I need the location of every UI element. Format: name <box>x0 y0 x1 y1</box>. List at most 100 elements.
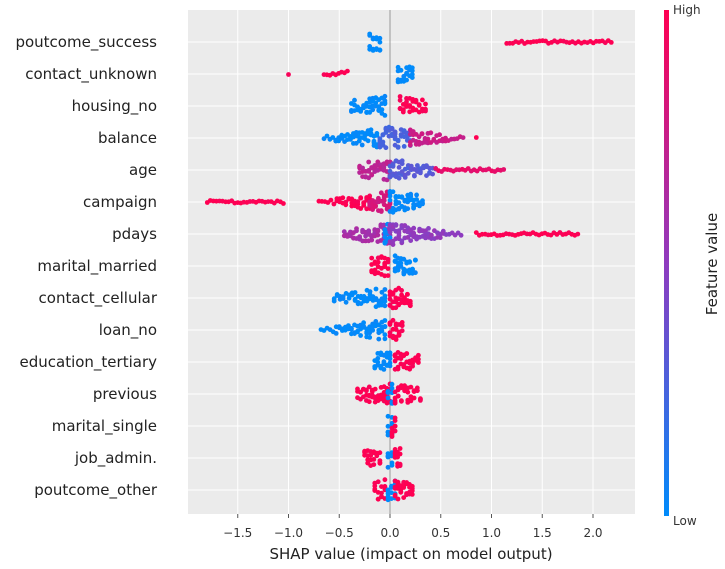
shap-point <box>405 170 411 176</box>
shap-point <box>396 230 402 236</box>
shap-point <box>356 138 362 144</box>
shap-point <box>385 432 391 438</box>
shap-point <box>381 222 387 228</box>
shap-point <box>395 496 401 502</box>
shap-point <box>343 202 349 208</box>
shap-point <box>393 222 399 228</box>
shap-point <box>385 413 391 419</box>
shap-point <box>385 273 391 278</box>
shap-point <box>387 197 393 203</box>
shap-point <box>425 136 431 142</box>
shap-point <box>382 113 388 118</box>
shap-point <box>382 332 388 338</box>
feature-label: contact_cellular <box>39 289 158 308</box>
shap-point <box>343 299 349 305</box>
shap-point <box>392 415 398 421</box>
shap-point <box>416 360 421 365</box>
feature-label: balance <box>98 129 157 147</box>
feature-labels: poutcome_success contact_unknown housing_n… <box>15 33 157 500</box>
shap-point <box>401 485 407 490</box>
shap-point <box>405 389 411 395</box>
shap-point <box>387 363 393 369</box>
shap-point <box>331 296 337 302</box>
shap-point <box>385 389 391 394</box>
shap-point <box>392 423 398 429</box>
shap-point <box>385 266 391 271</box>
shap-point <box>385 454 391 459</box>
shap-point <box>377 460 383 465</box>
shap-point <box>396 165 402 170</box>
shap-point <box>399 328 405 334</box>
shap-point <box>401 144 407 149</box>
shap-point <box>372 267 378 273</box>
shap-point <box>473 135 479 140</box>
shap-point <box>426 226 431 231</box>
shap-point <box>375 259 381 265</box>
shap-point <box>376 195 381 201</box>
shap-point <box>382 477 388 483</box>
shap-point <box>381 198 387 204</box>
shap-point <box>396 175 402 181</box>
shap-point <box>395 479 401 485</box>
feature-label: previous <box>93 385 157 403</box>
shap-point <box>413 270 418 276</box>
shap-point <box>385 423 391 429</box>
shap-point <box>412 173 417 178</box>
shap-point <box>358 206 364 211</box>
x-tick-label: 2.0 <box>583 526 602 540</box>
feature-label: pdays <box>112 225 157 243</box>
shap-point <box>373 100 379 106</box>
shap-point <box>358 195 364 201</box>
shap-point <box>413 99 419 105</box>
x-tick-label: 0.5 <box>431 526 450 540</box>
shap-point <box>360 165 365 171</box>
shap-point <box>375 479 381 485</box>
shap-point <box>390 291 396 296</box>
feature-label: housing_no <box>72 97 157 116</box>
shap-point <box>385 494 391 500</box>
shap-point <box>387 330 393 335</box>
shap-point <box>387 193 393 199</box>
shap-point <box>387 235 393 241</box>
shap-point <box>437 132 442 138</box>
shap-point <box>608 40 614 45</box>
shap-point <box>407 259 412 265</box>
feature-label: marital_single <box>52 417 157 436</box>
shap-point <box>361 320 366 326</box>
shap-point <box>392 492 398 498</box>
shap-point <box>398 260 404 266</box>
shap-point <box>423 101 428 107</box>
shap-point <box>395 64 401 70</box>
shap-point <box>379 107 385 112</box>
shap-point <box>460 135 466 141</box>
shap-point <box>368 127 374 133</box>
shap-point <box>375 356 381 361</box>
shap-point <box>409 488 415 494</box>
shap-point <box>355 386 360 392</box>
shap-point <box>408 191 414 197</box>
x-tick-label: −1.5 <box>223 526 252 540</box>
shap-point <box>416 352 421 358</box>
shap-point <box>387 320 393 326</box>
shap-point <box>377 39 383 45</box>
shap-point <box>410 266 415 272</box>
shap-point <box>414 388 420 394</box>
shap-point <box>409 72 415 77</box>
feature-label: loan_no <box>99 321 157 340</box>
shap-point <box>395 267 401 273</box>
shap-point <box>400 109 406 115</box>
colorbar-title: Feature value <box>703 213 721 315</box>
shap-point <box>389 496 394 501</box>
shap-point <box>281 201 286 206</box>
shap-point <box>423 108 428 114</box>
shap-point <box>381 359 387 365</box>
shap-point <box>368 453 374 458</box>
shap-point <box>328 197 334 203</box>
shap-point <box>286 72 291 77</box>
x-tick-label: 0.0 <box>380 526 399 540</box>
shap-point <box>382 101 388 107</box>
x-tick-label: −0.5 <box>325 526 354 540</box>
shap-point <box>399 194 405 200</box>
shap-point <box>359 142 365 148</box>
shap-point <box>395 144 401 150</box>
